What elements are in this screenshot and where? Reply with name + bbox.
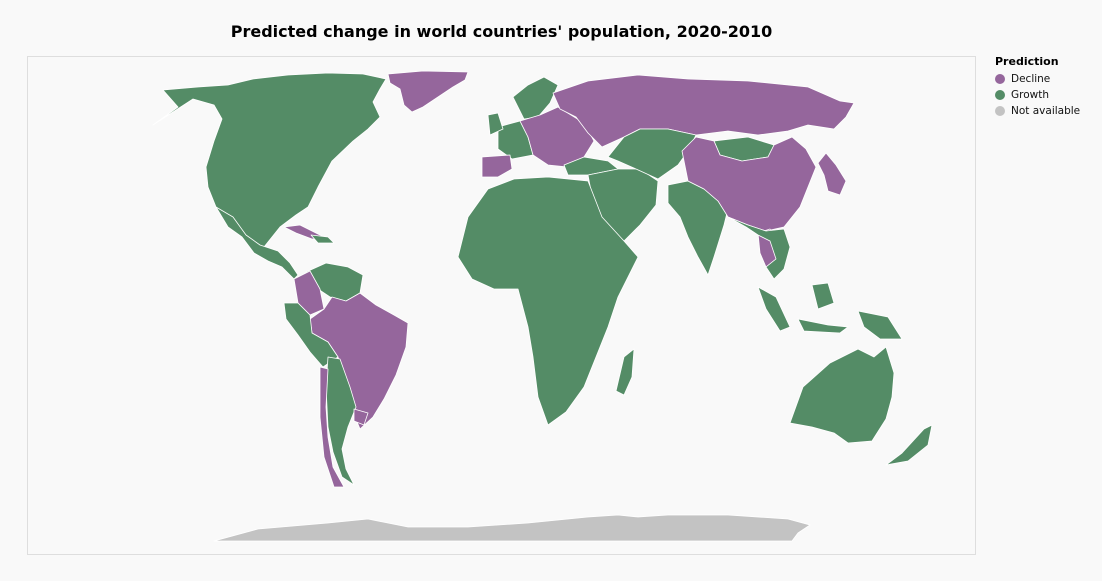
region-africa: [457, 176, 639, 426]
region-antarctica: [213, 514, 811, 542]
region-china: [681, 136, 817, 232]
legend-swatch-growth: [995, 90, 1005, 100]
region-andes: [283, 302, 339, 368]
legend-swatch-not-available: [995, 106, 1005, 116]
map-frame: [27, 56, 976, 555]
legend-label-not-available: Not available: [1011, 105, 1081, 117]
legend: Prediction Decline Growth Not available: [995, 55, 1099, 119]
region-north-america: [152, 72, 387, 248]
region-australia: [789, 346, 895, 444]
region-central-asia: [607, 128, 697, 180]
legend-item-growth: Growth: [995, 87, 1099, 103]
legend-item-not-available: Not available: [995, 103, 1099, 119]
region-uk: [487, 112, 504, 136]
legend-label-growth: Growth: [1011, 89, 1050, 101]
region-central-america: [215, 206, 299, 280]
region-greenland: [387, 70, 469, 113]
region-uruguay: [353, 408, 369, 426]
chart-title: Predicted change in world countries' pop…: [230, 22, 773, 41]
region-southeast-asia: [727, 216, 791, 280]
region-argentina: [325, 356, 357, 486]
legend-swatch-decline: [995, 74, 1005, 84]
legend-label-decline: Decline: [1011, 73, 1051, 85]
region-chile: [319, 366, 345, 488]
region-caribbean: [310, 234, 335, 244]
region-iberia: [481, 154, 513, 178]
region-indonesia: [757, 282, 903, 340]
region-korea-japan: [817, 152, 847, 196]
region-russia: [552, 74, 855, 148]
world-map: [152, 70, 933, 542]
region-madagascar: [615, 348, 635, 396]
legend-title: Prediction: [995, 55, 1059, 68]
region-new-zealand: [885, 424, 933, 466]
legend-item-decline: Decline: [995, 71, 1099, 87]
